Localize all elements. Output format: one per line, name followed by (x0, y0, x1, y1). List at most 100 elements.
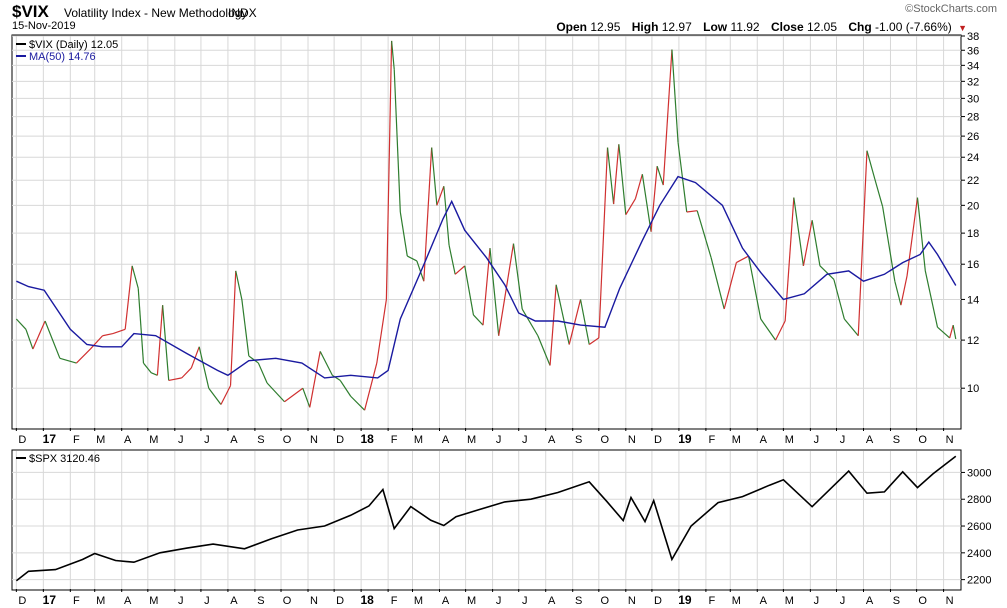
spx-series (15, 455, 957, 582)
x-tick-label: J (496, 595, 502, 607)
vix-segment (332, 374, 341, 381)
vix-segment (391, 40, 395, 70)
x-tick-label: M (149, 595, 158, 607)
vix-segment (906, 197, 919, 277)
vix-segment (198, 346, 210, 389)
vix-segment (784, 197, 795, 322)
x-tick-label: D (336, 595, 344, 607)
x-tick-label: D (18, 434, 26, 446)
vix-segment (309, 351, 321, 408)
vix-segment (464, 265, 475, 316)
vix-segment (618, 144, 627, 215)
x-tick-label: A (548, 434, 556, 446)
vix-segment (634, 174, 643, 199)
vix-segment (747, 255, 762, 320)
vix-segment (521, 308, 539, 337)
vix-segment (760, 318, 777, 341)
vix-segment (882, 206, 896, 282)
vix-segment (431, 147, 438, 206)
vix-segment (208, 387, 222, 405)
vix-segment (124, 265, 133, 330)
high-value: 12.97 (661, 20, 692, 34)
y-tick-label: 24 (967, 152, 979, 164)
x-tick-label: O (283, 434, 292, 446)
vix-segment (916, 197, 926, 271)
vix-segment (613, 144, 620, 205)
chg-value: -1.00 (-7.66%) (875, 20, 952, 34)
x-tick-label: S (575, 595, 582, 607)
vix-segment (793, 197, 805, 266)
vix-segment (102, 333, 114, 337)
y-tick-label: 2200 (967, 575, 991, 587)
legend-ma: MA(50) 14.76 (29, 51, 96, 63)
vix-segment (874, 178, 884, 207)
vix-segment (220, 385, 232, 405)
vix-segment (156, 305, 164, 376)
x-tick-label: J (178, 434, 184, 446)
x-tick-label: M (467, 595, 476, 607)
vix-segment (241, 299, 250, 357)
x-tick-label: 18 (360, 593, 374, 607)
vix-segment (393, 69, 401, 213)
vix-segment (423, 147, 433, 282)
chart-date: 15-Nov-2019 (12, 20, 76, 32)
x-tick-label: A (866, 434, 874, 446)
vix-segment (937, 326, 951, 339)
x-tick-label: N (628, 595, 636, 607)
ma50-line (16, 175, 957, 379)
vix-segment (710, 257, 725, 310)
vix-segment (454, 265, 466, 275)
x-tick-label: M (149, 434, 158, 446)
vix-segment (894, 281, 902, 306)
x-tick-label: A (124, 434, 132, 446)
vix-segment (131, 265, 139, 289)
vix-segment (266, 382, 285, 403)
x-tick-label: D (336, 434, 344, 446)
vix-segment (112, 328, 126, 335)
y-tick-label: 2600 (967, 521, 991, 533)
vix-segment (399, 211, 408, 257)
symbol-title: $VIX (12, 2, 49, 21)
vix-segment (489, 248, 500, 336)
vix-segment (448, 245, 456, 275)
vix-segment (235, 270, 243, 300)
vix-segment (181, 367, 192, 379)
x-tick-label: N (946, 434, 954, 446)
x-tick-label: S (893, 434, 900, 446)
x-tick-label: A (548, 595, 556, 607)
vix-segment (89, 335, 103, 350)
vix-segment (512, 243, 523, 310)
vix-segment (284, 387, 304, 403)
vix-segment (498, 243, 515, 336)
low-value: 11.92 (730, 20, 760, 34)
vix-segment (162, 305, 170, 381)
x-tick-label: M (96, 434, 105, 446)
x-tick-label: N (310, 434, 318, 446)
vix-segment (248, 355, 259, 364)
x-tick-label: M (732, 434, 741, 446)
x-tick-label: J (178, 595, 184, 607)
x-tick-label: M (785, 434, 794, 446)
vix-y-axis: 10 12 14 16 18 20 22 24 26 28 30 32 34 36 38 (961, 31, 979, 395)
x-tick-label: A (442, 595, 450, 607)
exchange-label: INDX (228, 6, 257, 20)
vix-segment (686, 210, 698, 213)
open-value: 12.95 (590, 20, 621, 34)
x-tick-label: S (257, 434, 264, 446)
legend-vix: $VIX (Daily) 12.05 (29, 39, 118, 51)
close-label: Close (770, 20, 804, 34)
close-value: 12.05 (806, 20, 838, 34)
y-tick-label: 3000 (967, 467, 991, 479)
vix-segment (662, 49, 673, 186)
vix-segment (151, 372, 158, 376)
vix-segment (802, 220, 813, 266)
brand-logo[interactable]: ©StockCharts.com (905, 3, 997, 15)
x-tick-label: M (414, 595, 423, 607)
y-tick-label: 30 (967, 93, 979, 105)
x-tick-label: O (918, 434, 927, 446)
x-tick-label: 17 (43, 432, 57, 446)
x-tick-label: F (391, 595, 398, 607)
x-tick-label: A (230, 434, 238, 446)
x-tick-label: F (73, 595, 80, 607)
